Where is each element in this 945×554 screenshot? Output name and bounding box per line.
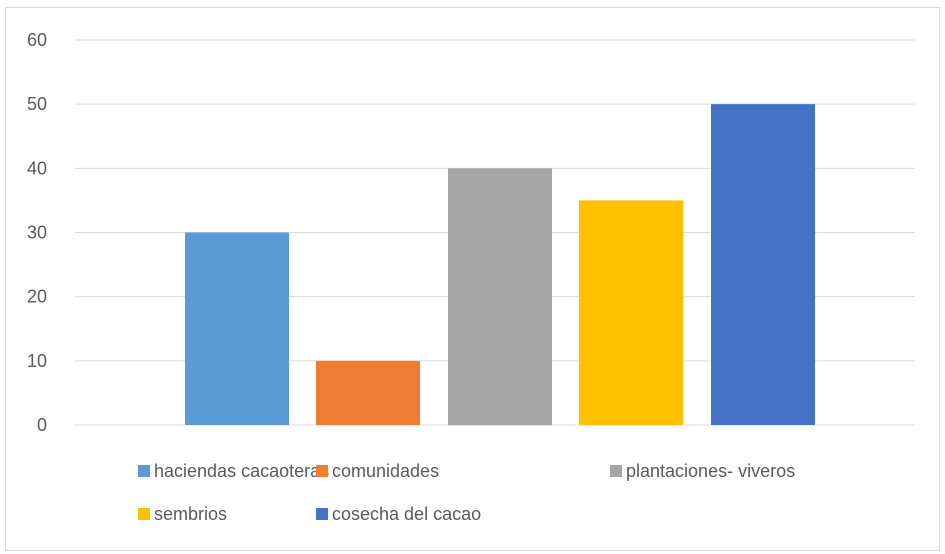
y-axis-tick-labels: 0 10 20 30 40 50 60 [27, 30, 47, 435]
y-tick-label: 40 [27, 158, 47, 178]
legend-swatch [316, 508, 328, 520]
legend-label: sembrios [154, 504, 227, 524]
legend-label: comunidades [332, 461, 439, 481]
legend-label: haciendas cacaoteras [154, 461, 329, 481]
y-tick-label: 10 [27, 351, 47, 371]
bar-comunidades [316, 360, 420, 425]
legend: haciendas cacaoteras comunidades plantacio… [138, 461, 795, 524]
bar-plantaciones-viveros [448, 168, 552, 426]
y-tick-label: 50 [27, 94, 47, 114]
y-tick-label: 30 [27, 223, 47, 243]
legend-label: cosecha del cacao [332, 504, 481, 524]
bar-sembrios [579, 200, 683, 425]
y-tick-label: 0 [37, 415, 47, 435]
legend-swatch [138, 465, 150, 477]
bars [185, 104, 815, 426]
y-tick-label: 20 [27, 287, 47, 307]
y-tick-label: 60 [27, 30, 47, 50]
legend-swatch [316, 465, 328, 477]
legend-swatch [610, 465, 622, 477]
legend-swatch [138, 508, 150, 520]
legend-label: plantaciones- viveros [626, 461, 795, 481]
bar-cosecha-del-cacao [711, 104, 815, 426]
bar-haciendas-cacaoteras [185, 232, 289, 425]
